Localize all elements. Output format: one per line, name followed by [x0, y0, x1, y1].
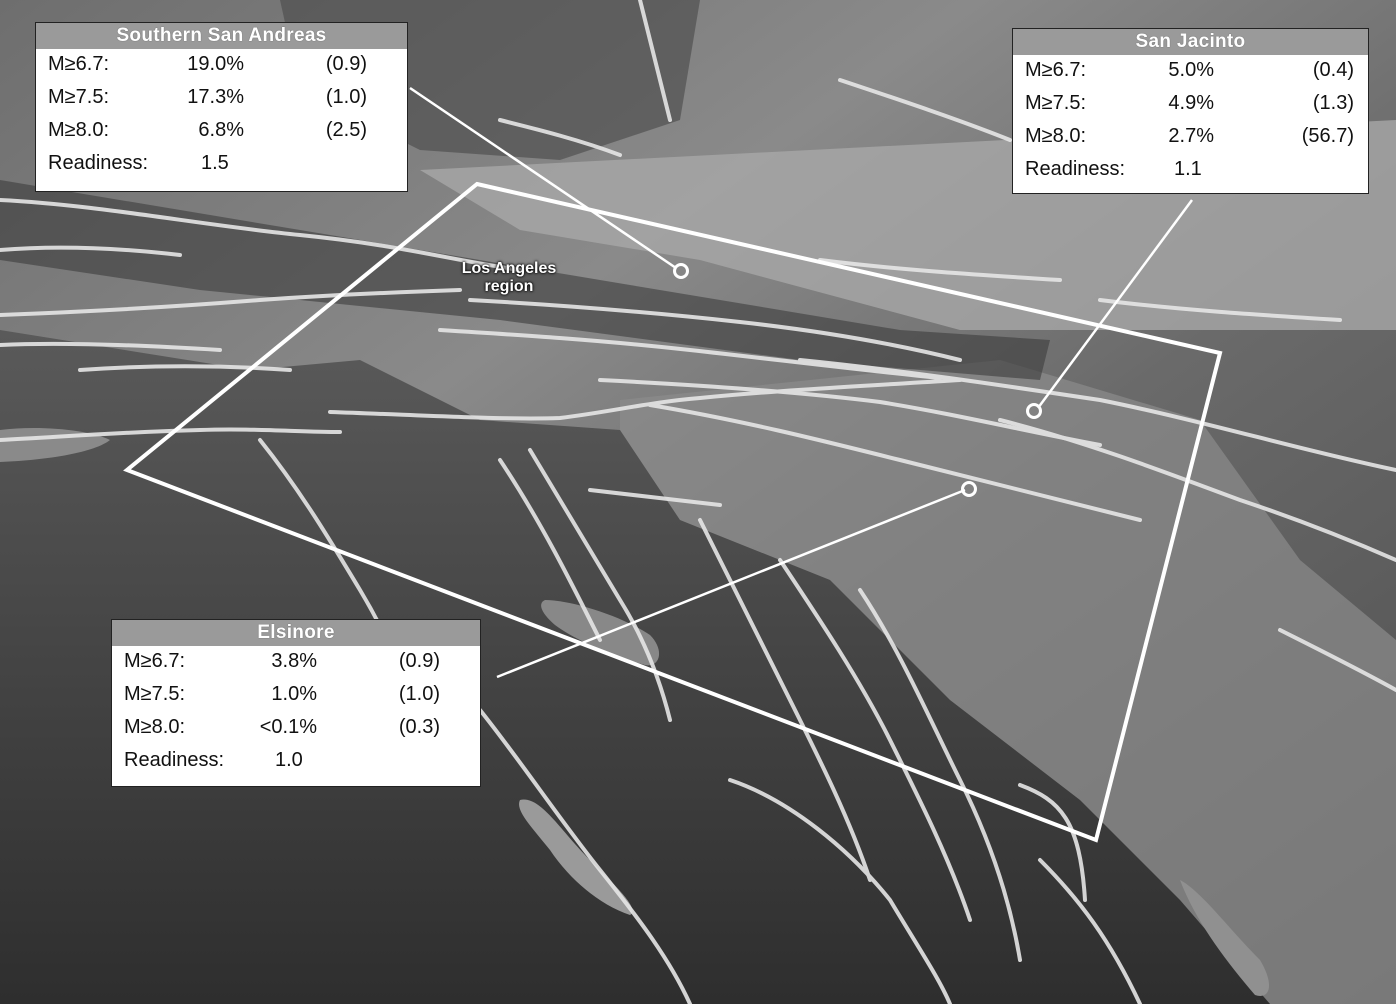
fault-line: [598, 378, 1102, 447]
row-value: 1.0%: [271, 683, 317, 705]
fault-line: [818, 258, 1062, 282]
fault-line: [728, 778, 952, 1004]
region-label-line1: Los Angeles: [461, 260, 557, 277]
row-value: 3.8%: [271, 650, 317, 672]
row-label: M≥6.7:: [1025, 59, 1086, 81]
row-extra: (0.3): [398, 716, 440, 738]
fault-line: [328, 378, 962, 421]
los-angeles-region-outline: [123, 181, 1223, 843]
fault-line: [698, 518, 872, 882]
row-value: 17.3%: [187, 86, 244, 108]
southern-san-andreas-panel: Southern San Andreas M≥6.7: 19.0% (0.9) …: [35, 22, 408, 192]
row-value: 19.0%: [187, 53, 244, 75]
row-value: 1.1: [1174, 158, 1202, 180]
row-label: Readiness:: [1025, 158, 1126, 180]
panel-title: San Jacinto: [1013, 29, 1368, 55]
los-angeles-region-label: Los Angeles region: [434, 260, 584, 296]
elsinore-panel: Elsinore M≥6.7: 3.8% (0.9) M≥7.5: 1.0% (…: [111, 619, 481, 787]
fault-line: [528, 448, 672, 722]
panel-title: Southern San Andreas: [36, 23, 407, 49]
fault-line: [0, 427, 342, 442]
island: [541, 600, 660, 666]
row-label: M≥7.5:: [124, 683, 185, 705]
probability-row: M≥8.0: 6.8% (2.5): [36, 115, 407, 148]
fault-line: [468, 298, 962, 362]
elsinore-marker: [961, 481, 977, 497]
island: [519, 799, 633, 915]
row-extra: (56.7): [1301, 125, 1354, 147]
southern-san-andreas-marker: [673, 263, 689, 279]
san-jacinto-panel: San Jacinto M≥6.7: 5.0% (0.4) M≥7.5: 4.9…: [1012, 28, 1369, 194]
row-label: M≥6.7:: [48, 53, 109, 75]
probability-row: M≥8.0: <0.1% (0.3): [112, 712, 480, 745]
row-label: Readiness:: [124, 749, 225, 771]
row-label: Readiness:: [48, 152, 149, 174]
row-extra: (0.9): [398, 650, 440, 672]
island: [1180, 880, 1270, 996]
probability-row: M≥7.5: 4.9% (1.3): [1013, 88, 1368, 121]
fault-line: [478, 708, 692, 1004]
ocean-area: [0, 330, 1270, 1004]
fault-line: [1018, 783, 1087, 902]
fault-line: [498, 458, 602, 642]
fault-line: [1278, 628, 1396, 692]
probability-row: M≥6.7: 5.0% (0.4): [1013, 55, 1368, 88]
row-extra: (0.4): [1312, 59, 1354, 81]
readiness-row: Readiness: 1.0: [112, 745, 480, 778]
row-label: M≥7.5:: [48, 86, 109, 108]
fault-line: [1098, 298, 1342, 322]
row-value: 1.0: [275, 749, 303, 771]
fault-line: [838, 78, 1012, 142]
row-label: M≥8.0:: [1025, 125, 1086, 147]
probability-row: M≥8.0: 2.7% (56.7): [1013, 121, 1368, 154]
row-value: 2.7%: [1168, 125, 1214, 147]
fault-line: [778, 558, 972, 922]
row-value: 1.5: [201, 152, 229, 174]
san-jacinto-leader: [1036, 199, 1194, 409]
row-value: 5.0%: [1168, 59, 1214, 81]
row-label: M≥6.7:: [124, 650, 185, 672]
probability-row: M≥6.7: 3.8% (0.9): [112, 646, 480, 679]
readiness-row: Readiness: 1.5: [36, 148, 407, 181]
probability-row: M≥7.5: 1.0% (1.0): [112, 679, 480, 712]
fault-line: [0, 341, 222, 352]
fault-line: [0, 245, 182, 257]
basin-area: [620, 360, 1396, 1004]
row-label: M≥8.0:: [48, 119, 109, 141]
row-value: <0.1%: [259, 716, 317, 738]
fault-line: [798, 358, 1396, 472]
region-label-line2: region: [484, 278, 534, 295]
readiness-row: Readiness: 1.1: [1013, 154, 1368, 187]
probability-row: M≥6.7: 19.0% (0.9): [36, 49, 407, 82]
fault-line: [78, 364, 292, 372]
probability-row: M≥7.5: 17.3% (1.0): [36, 82, 407, 115]
row-extra: (2.5): [325, 119, 367, 141]
fault-line: [498, 118, 622, 157]
fault-line: [0, 288, 462, 317]
fault-line: [438, 328, 942, 380]
san-jacinto-marker: [1026, 403, 1042, 419]
row-extra: (1.0): [398, 683, 440, 705]
row-value: 6.8%: [198, 119, 244, 141]
fault-line: [648, 403, 1142, 522]
southern-san-andreas-leader: [409, 86, 677, 270]
fault-line: [0, 198, 522, 272]
fault-line: [1038, 858, 1142, 1004]
row-extra: (1.3): [1312, 92, 1354, 114]
row-value: 4.9%: [1168, 92, 1214, 114]
row-label: M≥8.0:: [124, 716, 185, 738]
fault-line: [588, 488, 722, 507]
fault-line: [858, 588, 1022, 962]
row-extra: (0.9): [325, 53, 367, 75]
elsinore-leader: [496, 488, 966, 679]
row-extra: (1.0): [325, 86, 367, 108]
row-label: M≥7.5:: [1025, 92, 1086, 114]
fault-line: [998, 418, 1396, 562]
panel-title: Elsinore: [112, 620, 480, 646]
fault-line: [638, 0, 672, 122]
